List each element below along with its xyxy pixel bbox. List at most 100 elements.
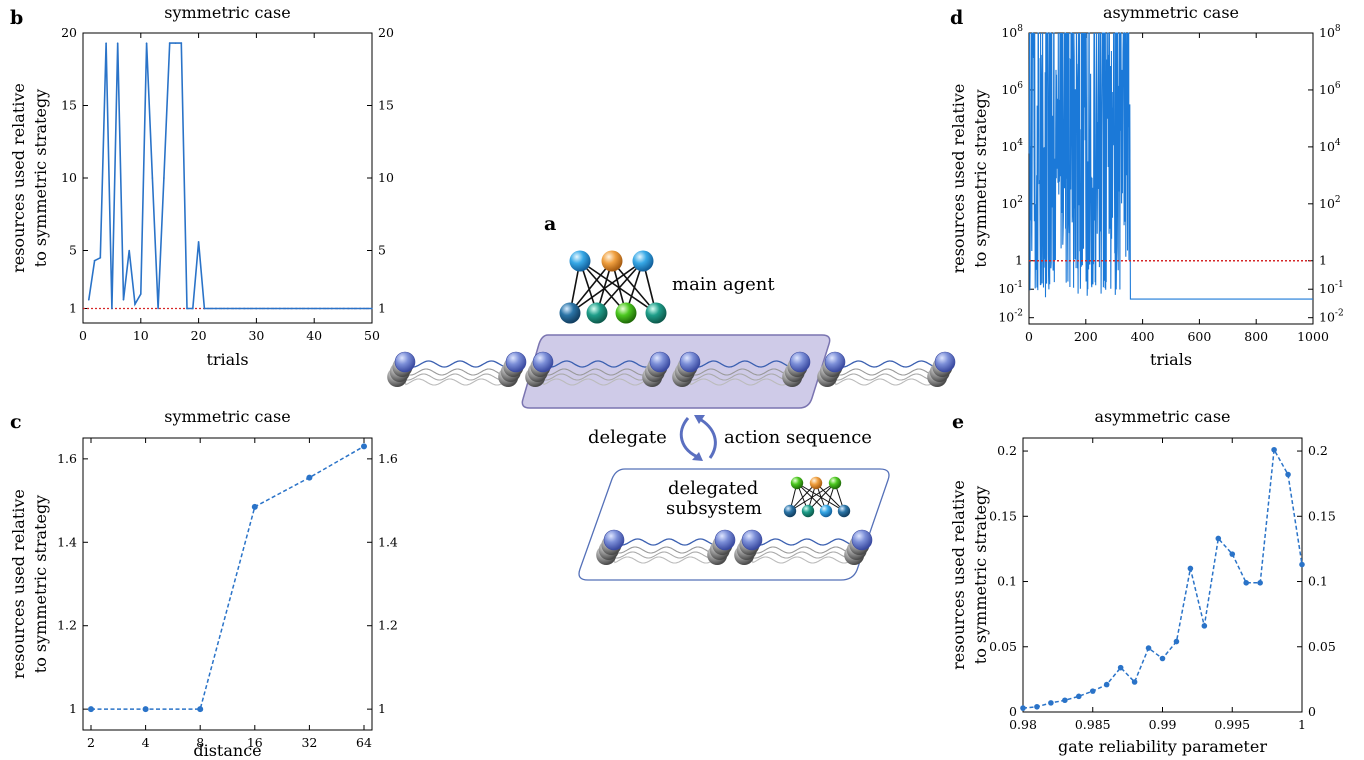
entanglement-wave xyxy=(542,378,661,386)
y-tick-label-right-c: 1.6 xyxy=(378,451,398,466)
data-point-e xyxy=(1103,681,1110,688)
x-axis-label-b: trials xyxy=(206,350,248,369)
data-point-c xyxy=(142,706,149,713)
data-point-b xyxy=(157,307,159,310)
delegated-label-line1: delegated xyxy=(668,478,758,499)
x-tick-label-d: 0 xyxy=(1025,329,1033,344)
data-point-b xyxy=(290,307,292,310)
data-point-e xyxy=(1229,551,1236,557)
data-point-e xyxy=(1034,703,1040,710)
data-point-b xyxy=(348,307,350,310)
y-tick-label-b: 1 xyxy=(69,301,77,316)
data-point-b xyxy=(105,42,107,44)
y-tick-label-right-d: 102 xyxy=(1319,195,1341,211)
data-point-b xyxy=(145,42,148,44)
data-point-e xyxy=(1117,664,1124,671)
delegated-network-icon xyxy=(783,476,851,518)
data-point-b xyxy=(174,42,177,44)
data-point-b xyxy=(319,307,321,310)
entanglement-wave xyxy=(834,368,946,376)
data-point-e xyxy=(1201,623,1208,629)
data-point-e xyxy=(1257,580,1263,586)
data-point-b xyxy=(128,249,131,252)
delegate-arrow-icon xyxy=(679,417,701,460)
y-tick-label-right-e: 0.2 xyxy=(1308,443,1328,458)
entanglement-wave xyxy=(834,360,946,368)
y-tick-label-d: 108 xyxy=(1001,24,1023,40)
main-agent-label: main agent xyxy=(672,274,775,295)
qubit-sphere xyxy=(679,351,701,373)
y-tick-label-right-c: 1.4 xyxy=(378,534,398,549)
data-point-e xyxy=(1285,471,1291,478)
y-tick-label-right-d: 106 xyxy=(1319,81,1341,97)
y-tick-label-b: 20 xyxy=(61,25,77,40)
qubit-sphere xyxy=(394,351,416,373)
data-point-b xyxy=(365,307,368,310)
network-edge xyxy=(569,260,644,314)
y-tick-label-right-b: 1 xyxy=(378,301,386,316)
plot-frame-e xyxy=(1022,437,1303,713)
data-point-b xyxy=(122,299,125,301)
data-point-b xyxy=(359,307,362,310)
chart-d-asymmetric-trials: asymmetric case trials resources used rela… xyxy=(949,3,1344,369)
x-tick-label-c: 32 xyxy=(301,735,317,750)
data-point-b xyxy=(220,307,223,310)
x-tick-label-b: 50 xyxy=(364,328,380,343)
y-axis-label-line2-e: to symmetric strategy xyxy=(971,486,990,664)
y-tick-label-right-d: 10-2 xyxy=(1319,309,1344,325)
entanglement-wave xyxy=(834,378,946,386)
entanglement-wave xyxy=(404,378,517,386)
network-edge xyxy=(579,260,657,314)
network-node xyxy=(783,504,797,518)
x-tick-label-d: 800 xyxy=(1244,329,1268,344)
network-node xyxy=(819,504,833,518)
y-tick-label-right-b: 10 xyxy=(378,170,394,185)
main-agent-network-icon xyxy=(559,250,667,324)
y-tick-label-right-c: 1 xyxy=(378,701,386,716)
qubit-sphere xyxy=(934,351,956,373)
entanglement-wave xyxy=(751,546,863,554)
action-sequence-arrow-icon xyxy=(697,416,717,459)
network-edge xyxy=(789,482,836,512)
y-axis-label-line1-d: resources used relative xyxy=(949,84,968,274)
series-line-b xyxy=(88,42,372,310)
data-point-e xyxy=(1187,565,1194,572)
y-tick-label-e: 0 xyxy=(1009,704,1017,719)
data-point-b xyxy=(197,241,200,243)
qubit-sphere xyxy=(741,529,763,551)
data-point-c xyxy=(197,706,204,713)
panel-label-e: e xyxy=(952,411,964,433)
plot-title-b: symmetric case xyxy=(164,3,290,22)
network-node xyxy=(809,476,823,490)
panel-label-a: a xyxy=(544,213,556,235)
data-point-b xyxy=(163,177,165,179)
data-point-e xyxy=(1271,446,1277,453)
entanglement-wave xyxy=(404,373,517,381)
y-axis-label-line2-b: to symmetric strategy xyxy=(31,89,50,267)
qubit-sphere xyxy=(649,351,671,373)
network-node xyxy=(790,476,804,490)
network-edge xyxy=(579,260,627,314)
network-edge xyxy=(596,260,644,314)
data-point-e xyxy=(1145,645,1152,651)
x-tick-label-d: 400 xyxy=(1131,329,1155,344)
qubit-sphere xyxy=(714,529,736,551)
data-point-b xyxy=(261,307,263,310)
data-point-b xyxy=(301,307,304,310)
entanglement-wave xyxy=(689,373,801,381)
y-axis-label-line1-c: resources used relative xyxy=(9,489,28,679)
y-axis-label-line1-b: resources used relative xyxy=(9,83,28,273)
data-point-b xyxy=(87,299,90,301)
network-node xyxy=(801,504,815,518)
network-node xyxy=(601,250,623,272)
data-point-b xyxy=(324,307,327,310)
y-tick-label-right-e: 0.05 xyxy=(1308,639,1336,654)
data-point-e xyxy=(1062,697,1068,704)
data-point-e xyxy=(1215,535,1222,542)
data-point-e xyxy=(1159,655,1166,662)
data-point-b xyxy=(353,307,356,310)
data-point-b xyxy=(284,307,287,310)
network-node xyxy=(837,504,851,518)
x-tick-label-b: 30 xyxy=(248,328,264,343)
